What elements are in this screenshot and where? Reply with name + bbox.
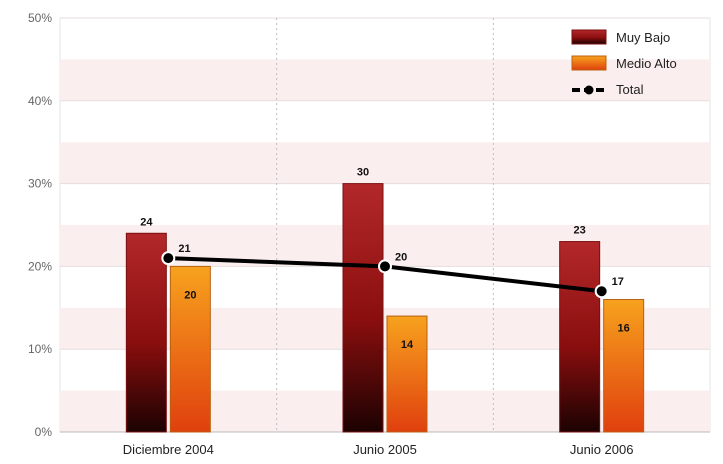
y-tick-label: 50% [28, 11, 52, 25]
data-label: 20 [184, 289, 196, 301]
bar-muy-bajo [559, 241, 601, 433]
data-label: 21 [178, 243, 190, 255]
y-tick-label: 40% [28, 94, 52, 108]
data-label: 23 [574, 225, 586, 237]
legend-label: Muy Bajo [616, 30, 670, 45]
band [60, 307, 710, 350]
point-total [378, 259, 392, 274]
bars: 24 20 30 14 23 16 [125, 167, 645, 433]
total-line: 21 20 17 [161, 243, 624, 299]
y-tick-label: 10% [28, 342, 52, 356]
legend-label: Total [616, 82, 644, 97]
y-tick-label: 0% [35, 425, 53, 439]
bar-medio-alto [603, 299, 645, 433]
band [60, 142, 710, 184]
x-axis: Diciembre 2004 Junio 2005 Junio 2006 [123, 442, 634, 457]
band [60, 390, 710, 432]
bar-muy-bajo [342, 183, 384, 433]
point-total [594, 284, 609, 299]
bar-muy-bajo [125, 232, 167, 433]
data-label: 30 [357, 167, 369, 179]
data-label: 20 [395, 251, 407, 263]
x-tick-label: Junio 2005 [353, 442, 417, 457]
legend-swatch [571, 29, 607, 45]
x-tick-label: Diciembre 2004 [123, 442, 214, 457]
legend: Muy Bajo Medio Alto Total [571, 29, 677, 97]
data-label: 14 [401, 339, 414, 351]
x-tick-label: Junio 2006 [570, 442, 634, 457]
data-label: 17 [612, 276, 624, 288]
band [60, 59, 710, 101]
legend-marker [584, 85, 594, 95]
legend-label: Medio Alto [616, 56, 677, 71]
legend-swatch [571, 55, 607, 71]
y-tick-label: 30% [28, 177, 52, 191]
y-tick-label: 20% [28, 259, 52, 273]
data-label: 16 [618, 323, 630, 335]
point-total [161, 251, 176, 266]
y-axis: 0% 10% 20% 30% 40% 50% [28, 11, 52, 439]
bar-medio-alto [169, 265, 211, 433]
bar-medio-alto [386, 315, 428, 433]
data-label: 24 [140, 216, 153, 228]
